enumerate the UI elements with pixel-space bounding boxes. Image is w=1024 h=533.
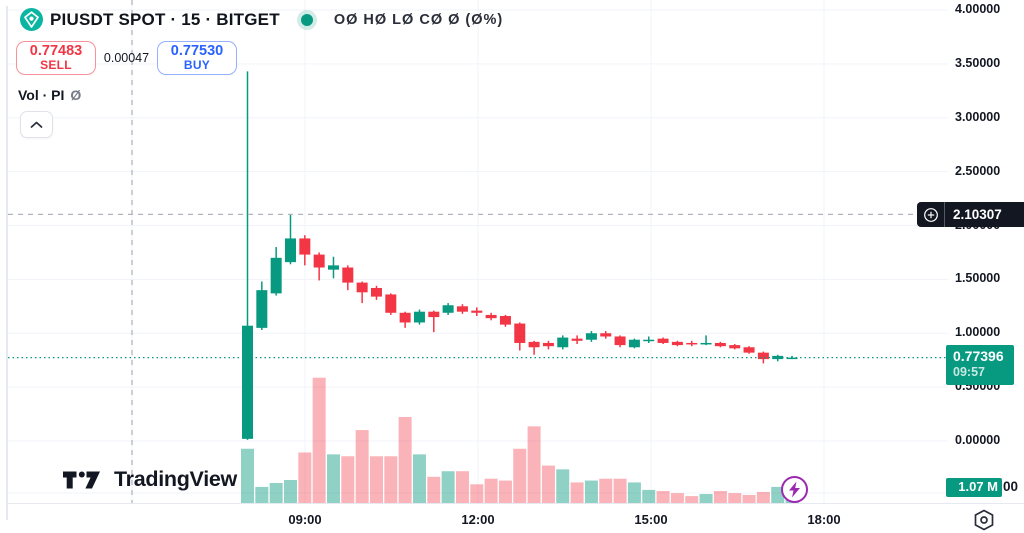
price-axis-label: 4.00000 xyxy=(955,2,1001,16)
buy-button[interactable]: 0.77530 BUY xyxy=(157,41,237,75)
crosshair-price-label: 2.10307 xyxy=(917,202,1024,227)
buy-price: 0.77530 xyxy=(170,43,224,60)
tradingview-logo[interactable]: TradingView xyxy=(62,467,237,492)
time-axis-label: 09:00 xyxy=(288,512,322,527)
spread-value: 0.00047 xyxy=(103,51,150,65)
price-axis-label: 3.00000 xyxy=(955,109,1001,124)
sell-price: 0.77483 xyxy=(29,43,83,60)
tradingview-logo-icon xyxy=(63,471,100,488)
price-axis-label: 1.00000 xyxy=(955,325,1001,340)
last-price-label: 0.77396 09:57 xyxy=(946,345,1014,385)
volume-legend-label: Vol · PI xyxy=(18,87,65,103)
flash-lightning-icon[interactable] xyxy=(781,476,808,503)
sell-button[interactable]: 0.77483 SELL xyxy=(16,41,96,75)
symbol-row: PIUSDT SPOT · 15 · BITGET OØ HØ LØ CØ Ø … xyxy=(20,8,503,31)
left-pane-divider xyxy=(6,6,8,520)
ohlc-legend: OØ HØ LØ CØ Ø (Ø%) xyxy=(333,11,504,28)
buy-label: BUY xyxy=(183,58,211,73)
time-axis-label: 12:00 xyxy=(461,512,495,527)
trade-buttons-row: 0.77483 SELL 0.00047 0.77530 BUY xyxy=(16,41,237,75)
gear-icon[interactable] xyxy=(972,509,996,533)
volume-legend: Vol · PI Ø xyxy=(18,87,81,103)
chevron-up-icon xyxy=(30,121,43,128)
bar-countdown: 09:57 xyxy=(953,364,985,379)
sell-label: SELL xyxy=(40,58,72,73)
price-axis-label: 2.50000 xyxy=(955,163,1001,178)
time-axis-label: 15:00 xyxy=(634,512,668,527)
market-status-dot-icon xyxy=(300,13,313,26)
last-price-value: 0.77396 xyxy=(953,348,1004,364)
volume-legend-value: Ø xyxy=(70,87,82,103)
collapse-panel-button[interactable] xyxy=(20,111,53,138)
partial-axis-text: 00 xyxy=(1003,479,1019,494)
volume-value-badge: 1.07 M xyxy=(946,478,1002,497)
crosshair-price-value: 2.10307 xyxy=(945,202,1024,227)
pi-coin-icon xyxy=(20,8,43,31)
symbol-title[interactable]: PIUSDT SPOT · 15 · BITGET xyxy=(50,9,280,29)
add-alert-plus-icon[interactable] xyxy=(917,202,945,227)
price-axis-label: 3.50000 xyxy=(955,55,1001,70)
price-axis-label: 1.50000 xyxy=(955,271,1001,286)
time-axis-label: 18:00 xyxy=(807,512,841,527)
price-axis-label: 0.00000 xyxy=(955,433,1001,447)
time-axis-separator xyxy=(8,503,1024,504)
tradingview-logo-text: TradingView xyxy=(114,467,237,491)
lightning-bolt-icon xyxy=(789,481,800,498)
